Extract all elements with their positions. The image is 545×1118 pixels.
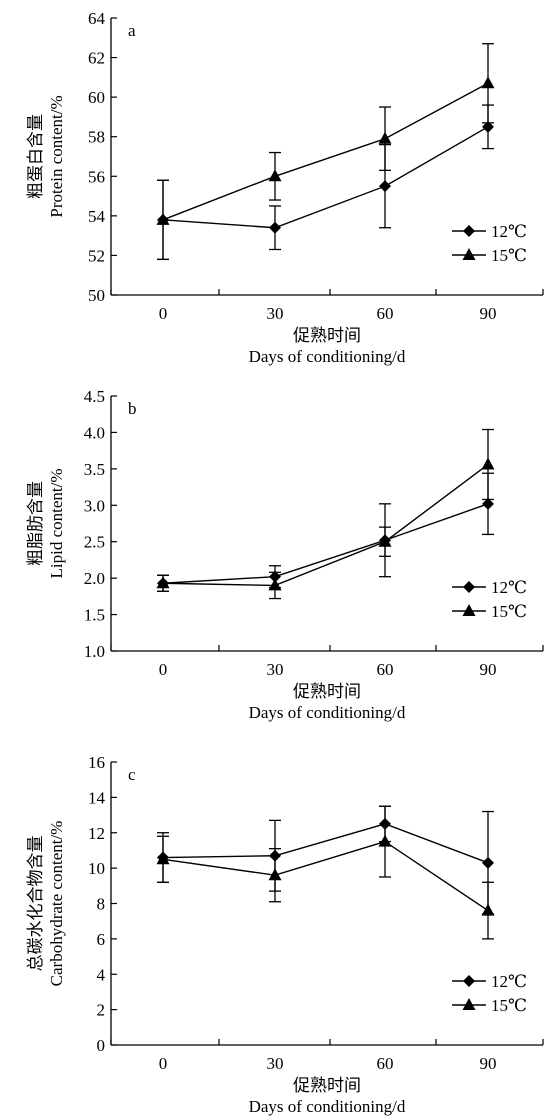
legend-marker-triangle [462,998,476,1010]
x-tick-label: 90 [480,660,497,679]
series-line [162,503,489,584]
y-tick-label: 4 [97,965,106,984]
y-axis-title-cn: 粗脂肪含量 [26,481,45,566]
legend-marker-diamond [463,581,475,593]
panel-c: 0 2 4 6 8 10 12 14 16 0 30 60 90 促熟时间 Days of conditio… [26,753,544,1116]
panel-letter: a [128,21,136,40]
x-tick-label: 60 [377,304,394,323]
y-tick-label: 10 [88,859,105,878]
x-axis-title: Days of conditioning/d [249,1097,406,1116]
panel-letter: c [128,765,136,784]
y-tick-label: 2.5 [84,533,105,552]
data-point-triangle [481,457,495,470]
y-tick-label: 3.0 [84,496,105,515]
x-tick-label: 0 [159,660,168,679]
data-point-triangle [378,534,392,547]
x-tick-label: 0 [159,1054,168,1073]
legend: 12℃15℃ [452,222,527,265]
x-axis-title-cn: 促熟时间 [293,1075,361,1095]
y-axis-title: Protein content/% [47,95,66,217]
y-tick-label: 64 [88,9,106,28]
legend-label: 15℃ [491,246,527,265]
series-line [162,463,489,587]
data-point-diamond [482,856,494,869]
y-tick-label: 3.5 [84,460,105,479]
x-tick-label: 0 [159,304,168,323]
x-tick-label: 90 [480,1054,497,1073]
y-axis-title-cn: 粗蛋白含量 [26,114,45,199]
legend-label: 15℃ [491,996,527,1015]
x-axis-title-cn: 促熟时间 [293,681,361,701]
y-axis-title: Carbohydrate content/% [47,821,66,987]
y-tick-label: 0 [97,1036,106,1055]
legend: 12℃15℃ [452,578,527,621]
x-tick-label: 60 [377,1054,394,1073]
y-tick-label: 2 [97,1001,106,1020]
panel-b: 1.0 1.5 2.0 2.5 3.0 3.5 4.0 4.5 0 30 60 90 促熟时间 Days … [26,387,544,722]
data-point-diamond [482,120,494,133]
y-tick-label: 12 [88,824,105,843]
data-point-triangle [268,578,282,591]
series-12c [157,104,494,261]
x-tick-label: 30 [267,304,284,323]
data-point-triangle [268,868,282,881]
y-tick-label: 1.5 [84,606,105,625]
y-tick-label: 50 [88,286,105,305]
legend-marker-triangle [462,604,476,616]
data-point-triangle [156,576,170,589]
y-tick-label: 8 [97,895,106,914]
y-tick-label: 1.0 [84,642,105,661]
data-point-triangle [481,903,495,916]
y-tick-label: 4.0 [84,423,105,442]
data-point-triangle [268,169,282,182]
y-tick-label: 58 [88,128,105,147]
series-15c [156,43,495,261]
legend-label: 15℃ [491,602,527,621]
y-tick-label: 62 [88,49,105,68]
y-tick-label: 52 [88,246,105,265]
data-point-triangle [156,852,170,865]
series-12c [157,472,494,592]
panel-a: 50 52 54 56 58 60 62 64 0 30 60 90 促熟时间 Days of condi… [26,9,544,366]
panel-letter: b [128,399,137,418]
data-point-diamond [482,497,494,510]
data-point-triangle [378,834,392,847]
y-tick-label: 4.5 [84,387,105,406]
legend: 12℃15℃ [452,972,527,1015]
data-point-diamond [379,180,391,193]
y-tick-label: 54 [88,207,106,226]
x-tick-label: 60 [377,660,394,679]
x-tick-label: 90 [480,304,497,323]
y-tick-label: 16 [88,753,105,772]
legend-marker-triangle [462,248,476,260]
data-point-triangle [481,76,495,89]
y-tick-label: 14 [88,788,106,807]
x-axis-title-cn: 促熟时间 [293,325,361,345]
series-line [162,823,489,864]
legend-label: 12℃ [491,972,527,991]
legend-label: 12℃ [491,578,527,597]
series-line [162,840,489,912]
series-line [162,82,489,221]
y-axis-title: Lipid content/% [47,468,66,578]
series-line [162,126,489,229]
data-point-diamond [269,221,281,234]
data-point-triangle [378,131,392,144]
x-axis-title: Days of conditioning/d [249,347,406,366]
legend-label: 12℃ [491,222,527,241]
x-tick-label: 30 [267,660,284,679]
y-tick-label: 60 [88,88,105,107]
y-tick-label: 56 [88,167,105,186]
legend-marker-diamond [463,225,475,237]
y-tick-label: 6 [97,930,106,949]
y-tick-label: 2.0 [84,569,105,588]
x-tick-label: 30 [267,1054,284,1073]
series-15c [156,428,495,600]
data-point-triangle [156,212,170,225]
series-15c [156,805,495,940]
y-axis-title-cn: 总碳水化合物含量 [26,836,45,972]
legend-marker-diamond [463,975,475,987]
x-axis-title: Days of conditioning/d [249,703,406,722]
